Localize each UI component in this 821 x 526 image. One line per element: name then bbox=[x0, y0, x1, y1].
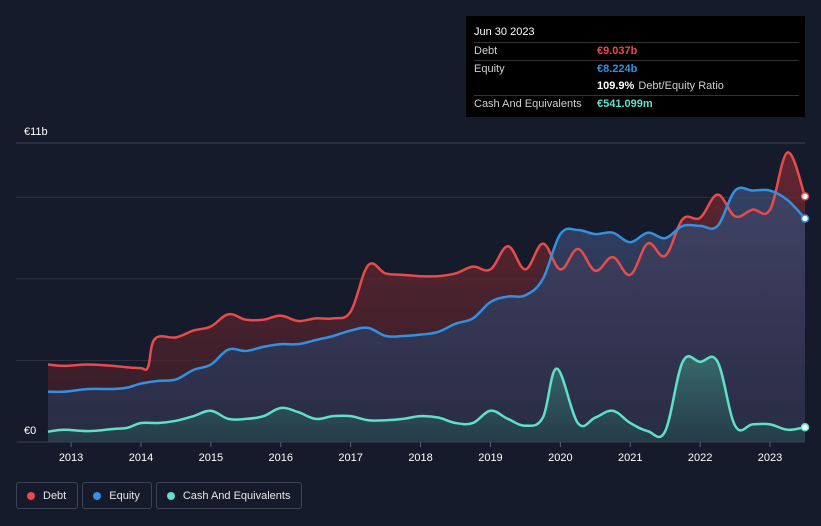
tooltip-value-cash: €541.099m bbox=[597, 98, 653, 110]
tooltip-label: Cash And Equivalents bbox=[474, 98, 582, 110]
x-tick-label: 2014 bbox=[129, 452, 153, 464]
line-layer bbox=[47, 151, 810, 439]
cash-end-point bbox=[800, 423, 810, 432]
tooltip-ratio-desc: Debt/Equity Ratio bbox=[638, 80, 724, 92]
tooltip-label: Debt bbox=[474, 45, 498, 57]
axis-layer: 2013 2014 2015 2016 2017 2018 2019 2020 2021 2022… bbox=[18, 441, 805, 464]
area-layer bbox=[48, 152, 805, 442]
tooltip-value-debt: €9.037b bbox=[597, 45, 638, 57]
x-tick-label: 2016 bbox=[269, 452, 293, 464]
cash-line bbox=[47, 355, 806, 439]
tooltip-row-ratio: 109.9% Debt/Equity Ratio bbox=[474, 78, 799, 95]
x-tick-label: 2015 bbox=[199, 452, 223, 464]
legend-dot-icon bbox=[166, 491, 175, 500]
tooltip-label bbox=[474, 78, 597, 95]
x-tick-label: 2020 bbox=[548, 452, 572, 464]
legend-dot-icon bbox=[93, 491, 102, 500]
x-tick-label: 2022 bbox=[688, 452, 712, 464]
x-tick-label: 2018 bbox=[408, 452, 432, 464]
x-tick-label: 2017 bbox=[338, 452, 362, 464]
tooltip-date: Jun 30 2023 bbox=[474, 26, 535, 38]
legend-item-debt[interactable]: Debt bbox=[16, 482, 79, 509]
equity-area bbox=[48, 187, 805, 442]
equity-line bbox=[47, 186, 806, 394]
x-tick-label: 2019 bbox=[478, 452, 502, 464]
x-tick-label: 2021 bbox=[618, 452, 642, 464]
x-tick-label: 2023 bbox=[758, 452, 782, 464]
legend: Debt Equity Cash And Equivalents bbox=[16, 482, 303, 509]
legend-label: Equity bbox=[109, 489, 140, 502]
legend-label: Cash And Equivalents bbox=[182, 489, 291, 502]
y-axis-max-label: €11b bbox=[24, 126, 48, 138]
legend-dot-icon bbox=[27, 491, 35, 500]
x-tick-label: 2013 bbox=[59, 452, 83, 464]
equity-end-point bbox=[800, 214, 810, 223]
tooltip: Jun 30 2023 Debt €9.037b Equity €8.224b … bbox=[466, 16, 805, 117]
legend-item-equity[interactable]: Equity bbox=[82, 482, 152, 509]
debt-end-point bbox=[800, 192, 810, 201]
legend-item-cash[interactable]: Cash And Equivalents bbox=[155, 482, 303, 509]
tooltip-value-ratio: 109.9% bbox=[597, 80, 635, 92]
tooltip-row-equity: Equity €8.224b bbox=[474, 60, 799, 78]
tooltip-value-equity: €8.224b bbox=[597, 63, 638, 75]
tooltip-row-cash: Cash And Equivalents €541.099m bbox=[474, 95, 799, 113]
legend-label: Debt bbox=[43, 489, 67, 502]
tooltip-label: Equity bbox=[474, 63, 505, 75]
y-axis-min-label: €0 bbox=[24, 425, 36, 437]
tooltip-row-debt: Debt €9.037b bbox=[474, 42, 799, 60]
